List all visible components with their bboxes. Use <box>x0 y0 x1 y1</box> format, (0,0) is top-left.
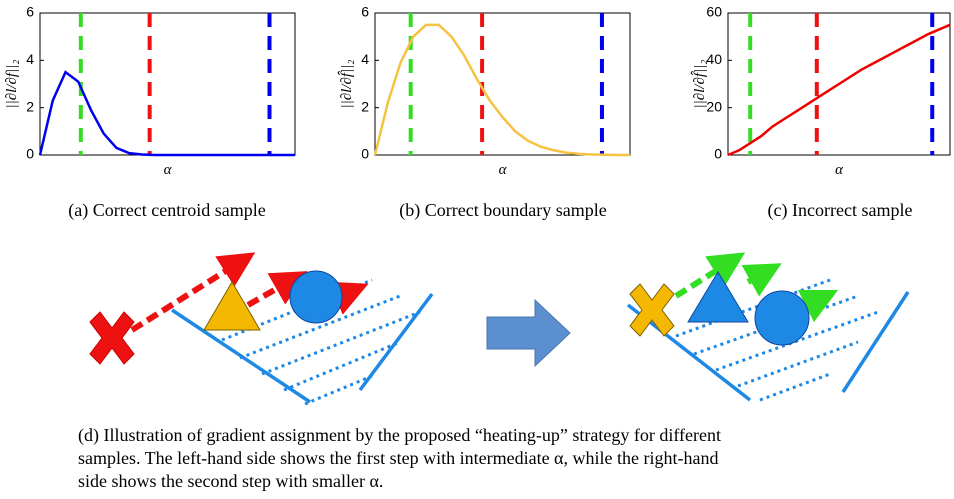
plot-frame <box>727 12 951 156</box>
y-tick-label: 4 <box>26 51 34 67</box>
y-axis-label: ||∂l/∂f||₂ <box>4 59 20 108</box>
plot-frame <box>374 12 631 156</box>
y-tick-label: 0 <box>714 146 722 162</box>
x-axis-label: α <box>499 162 508 178</box>
transition-arrow <box>486 298 571 368</box>
caption-d-line: side shows the second step with smaller … <box>78 471 383 491</box>
caption-d-line: (d) Illustration of gradient assignment … <box>78 425 721 446</box>
caption-d-line: samples. The left-hand side shows the fi… <box>78 448 718 468</box>
y-tick-label: 60 <box>706 4 722 20</box>
y-tick-label: 6 <box>26 4 34 20</box>
y-axis-label: ||∂l/∂f̂||₂ <box>691 59 708 108</box>
y-tick-label: 0 <box>361 146 369 162</box>
diagram-right <box>626 252 910 402</box>
data-line <box>373 23 630 157</box>
y-tick-label: 4 <box>361 51 369 67</box>
data-line <box>727 23 951 157</box>
y-tick-label: 40 <box>706 51 722 67</box>
caption: (b) Correct boundary sample <box>399 200 606 221</box>
y-axis-label: ||∂l/∂f̂||₂ <box>338 59 355 108</box>
y-tick-label: 2 <box>26 98 34 114</box>
y-tick-label: 20 <box>706 98 722 114</box>
x-axis-label: α <box>835 162 844 178</box>
caption: (a) Correct centroid sample <box>68 200 265 221</box>
diagram-left <box>89 252 434 406</box>
data-line <box>38 70 295 157</box>
x-axis-label: α <box>164 162 173 178</box>
y-tick-label: 2 <box>361 98 369 114</box>
caption: (c) Incorrect sample <box>768 200 913 221</box>
y-tick-label: 0 <box>26 146 34 162</box>
y-tick-label: 6 <box>361 4 369 20</box>
